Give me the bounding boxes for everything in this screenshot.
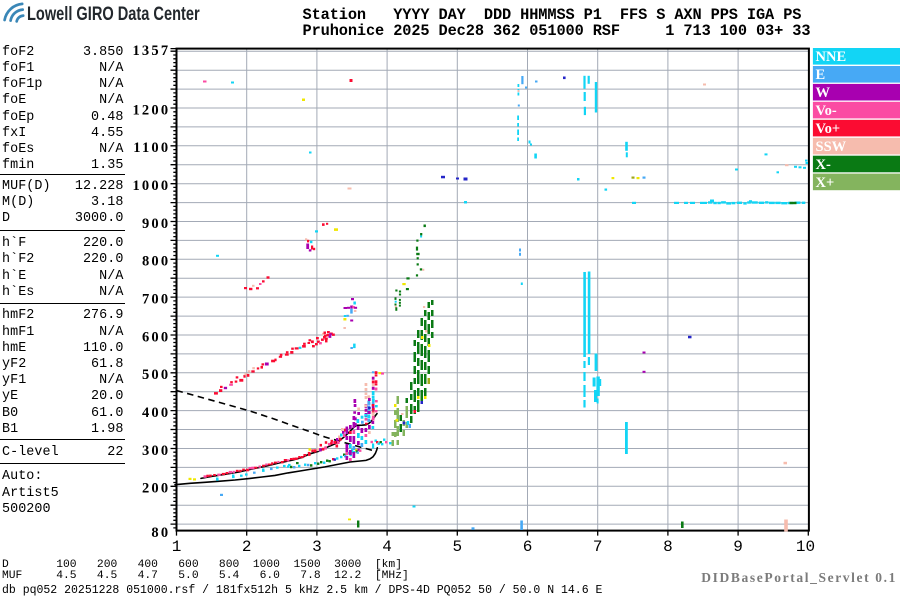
svg-text:80: 80	[151, 525, 170, 541]
svg-text:X-: X-	[816, 157, 831, 173]
svg-text:X+: X+	[816, 175, 835, 191]
svg-text:1357: 1357	[132, 43, 170, 59]
svg-text:8: 8	[663, 538, 673, 556]
svg-text:3: 3	[312, 538, 322, 556]
svg-text:1200: 1200	[132, 102, 170, 118]
svg-text:200: 200	[142, 481, 170, 497]
svg-text:W: W	[816, 85, 831, 101]
svg-text:600: 600	[142, 329, 170, 345]
svg-text:SSW: SSW	[816, 139, 847, 155]
svg-text:1: 1	[172, 538, 182, 556]
svg-text:4: 4	[382, 538, 392, 556]
svg-text:E: E	[816, 67, 826, 83]
svg-text:900: 900	[142, 216, 170, 232]
svg-text:6: 6	[523, 538, 533, 556]
svg-text:Vo+: Vo+	[816, 121, 841, 137]
svg-text:5: 5	[452, 538, 462, 556]
svg-text:700: 700	[142, 291, 170, 307]
svg-text:NNE: NNE	[816, 49, 847, 65]
svg-text:9: 9	[733, 538, 743, 556]
svg-text:400: 400	[142, 405, 170, 421]
svg-text:10: 10	[796, 538, 815, 556]
svg-text:Vo-: Vo-	[816, 103, 837, 119]
svg-text:800: 800	[142, 254, 170, 270]
svg-text:500: 500	[142, 367, 170, 383]
svg-text:1100: 1100	[133, 140, 170, 156]
svg-text:300: 300	[142, 443, 170, 459]
svg-text:1000: 1000	[132, 178, 170, 194]
svg-text:7: 7	[593, 538, 603, 556]
svg-text:2: 2	[242, 538, 252, 556]
